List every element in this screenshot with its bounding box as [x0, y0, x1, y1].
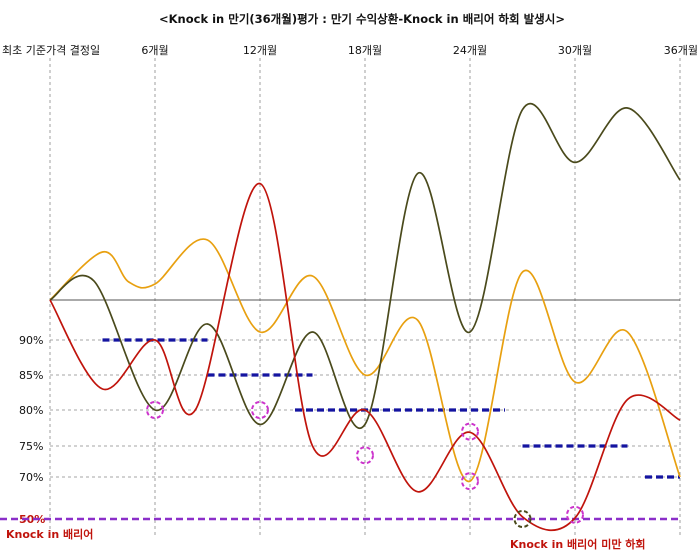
y-tick-label-5: 50% [19, 513, 45, 526]
barrier-steps [102, 338, 680, 479]
y-tick-label-4: 70% [19, 471, 43, 484]
series-lines [49, 102, 681, 532]
x-tick-label-3: 18개월 [348, 44, 382, 57]
highlight-circle-3 [461, 422, 479, 441]
chart-title: <Knock in 만기(36개월)평가 : 만기 수익상환-Knock in … [159, 12, 565, 26]
series-line-orange [49, 238, 681, 483]
x-tick-label-6: 36개월 [664, 44, 698, 57]
breach-label: Knock in 배리어 미만 하회 [510, 537, 646, 551]
x-axis-labels: 최초 기준가격 결정일 6개월 12개월 18개월 24개월 30개월 36개월 [2, 43, 698, 57]
y-tick-label-2: 80% [19, 404, 43, 417]
highlight-circle-6 [513, 510, 532, 528]
x-tick-label-5: 30개월 [558, 44, 592, 57]
y-axis-labels: 90% 85% 80% 75% 70% 50% [19, 334, 45, 526]
highlight-circle-5 [566, 505, 584, 524]
x-tick-label-4: 24개월 [453, 44, 487, 57]
highlight-circle-1 [251, 401, 269, 419]
y-tick-label-1: 85% [19, 369, 43, 382]
highlight-circle-0 [146, 401, 164, 419]
x-tick-label-1: 6개월 [141, 44, 168, 57]
x-tick-label-0: 최초 기준가격 결정일 [2, 43, 100, 57]
x-tick-label-2: 12개월 [243, 44, 277, 57]
highlight-circle-4 [461, 472, 479, 491]
y-tick-label-0: 90% [19, 334, 43, 347]
y-tick-label-3: 75% [19, 440, 43, 453]
highlight-circle-2 [356, 446, 374, 465]
grid [49, 58, 681, 538]
series-line-dark_olive [49, 102, 681, 429]
knock-in-barrier-label: Knock in 배리어 [6, 527, 93, 541]
series-line-red [49, 182, 681, 532]
highlight-circles [146, 401, 584, 528]
